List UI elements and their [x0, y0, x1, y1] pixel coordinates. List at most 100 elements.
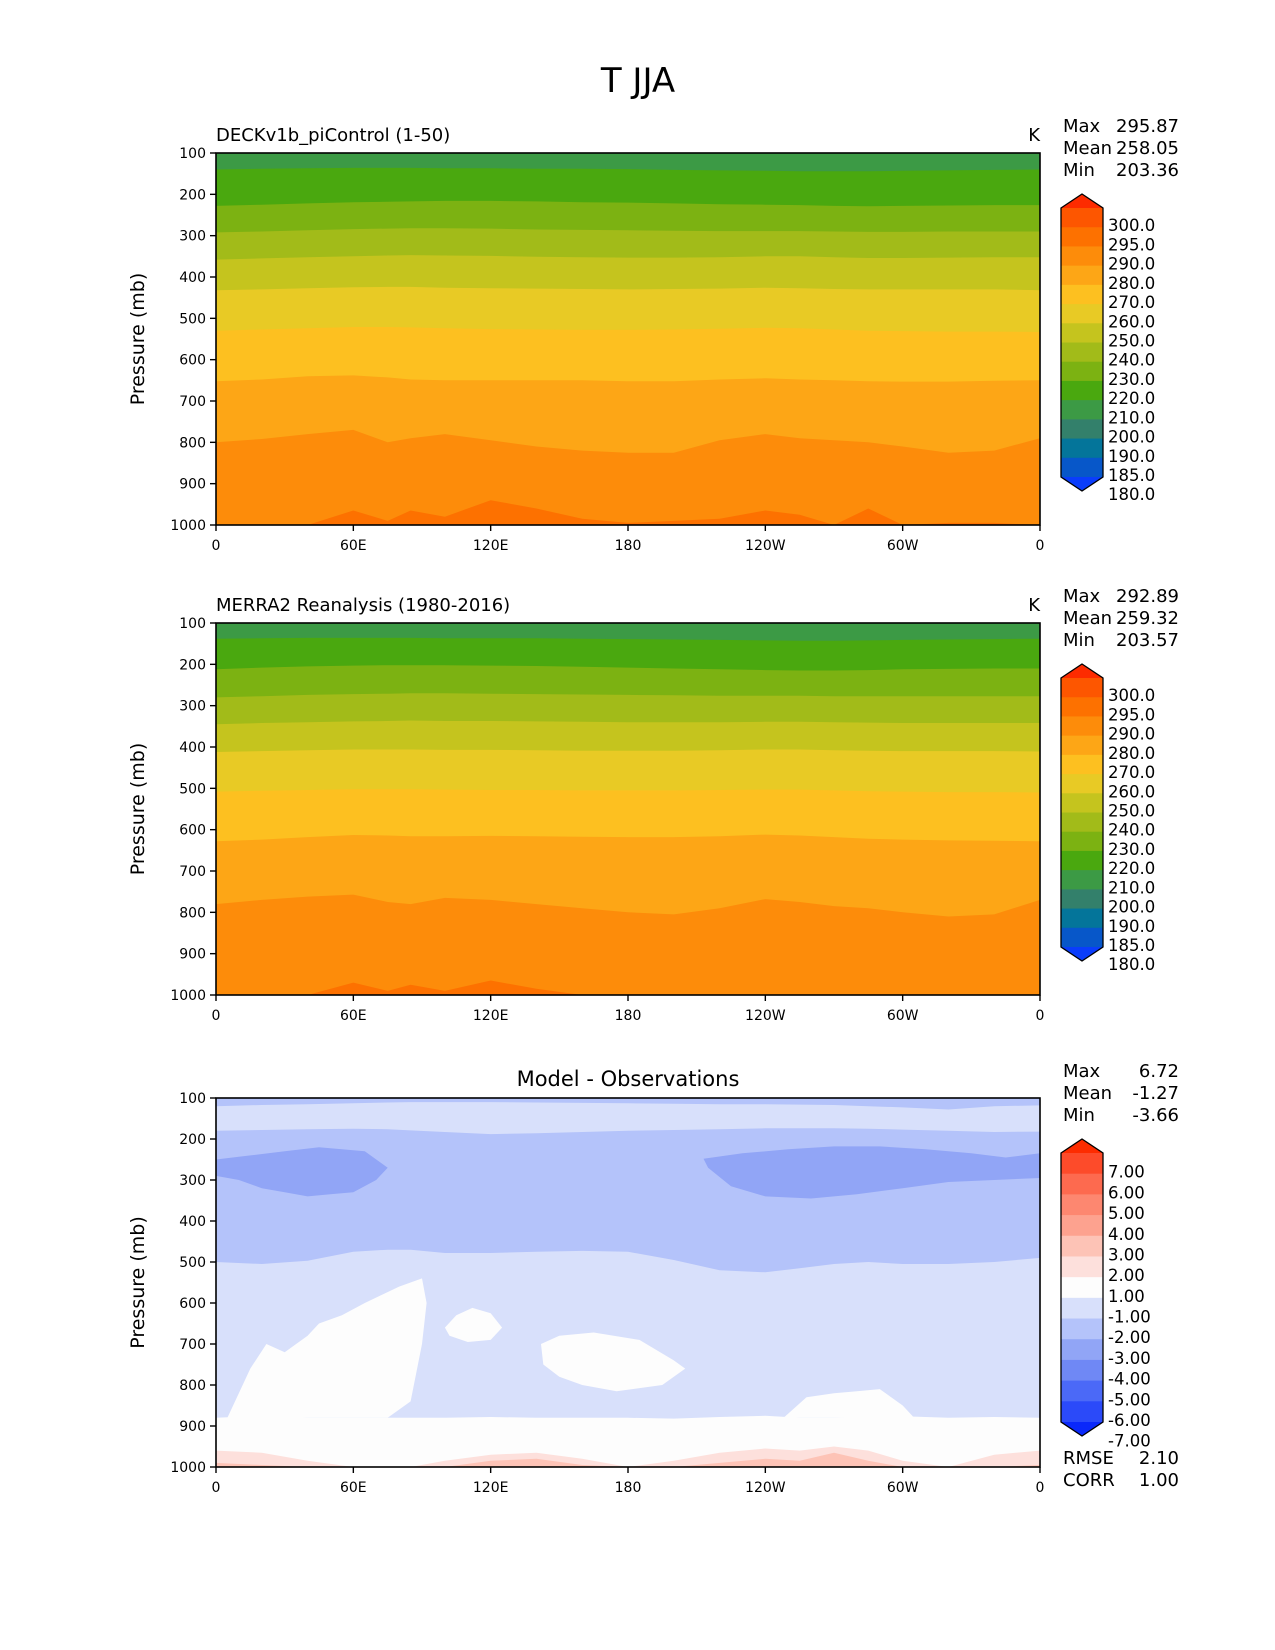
- colorbar-label: 270.0: [1108, 763, 1155, 782]
- colorbar-bin: [1061, 227, 1103, 247]
- colorbar-bin: [1061, 380, 1103, 401]
- colorbar-label: 260.0: [1108, 782, 1155, 801]
- stat-value-mean: 259.32: [1116, 608, 1179, 629]
- x-tick-label: 0: [212, 1480, 221, 1496]
- y-tick-label: 400: [179, 1214, 206, 1230]
- colorbar-outline: [1060, 1138, 1104, 1437]
- colorbar-label: 2.00: [1108, 1266, 1145, 1285]
- colorbar-label: 200.0: [1108, 428, 1155, 447]
- y-tick-label: 900: [179, 947, 206, 963]
- x-tick-label: 120E: [473, 1008, 509, 1024]
- colorbar-label: 180.0: [1108, 955, 1155, 974]
- colorbar-label: -1.00: [1108, 1308, 1151, 1327]
- y-tick-label: 800: [179, 1378, 206, 1394]
- contour-blob: [444, 1307, 503, 1342]
- stat-label-mean: Mean: [1063, 608, 1112, 629]
- stat-label-max: Max: [1063, 1061, 1101, 1082]
- y-tick-label: 200: [179, 1132, 206, 1148]
- contour-band-3: [216, 1452, 1040, 1467]
- colorbar-extend-min: [1061, 947, 1103, 961]
- colorbar-label: 240.0: [1108, 821, 1155, 840]
- y-tick-label: 700: [179, 394, 206, 410]
- colorbar-label: 230.0: [1108, 370, 1155, 389]
- colorbar-label: 200.0: [1108, 898, 1155, 917]
- colorbar-bin: [1061, 870, 1103, 890]
- contour-blob: [216, 1147, 388, 1197]
- colorbar-bin: [1061, 265, 1103, 286]
- y-tick-label: 400: [179, 270, 206, 286]
- colorbar-bin: [1061, 754, 1103, 775]
- colorbar-bin: [1061, 400, 1103, 420]
- colorbar-label: 260.0: [1108, 312, 1155, 331]
- contour-field: [216, 623, 1040, 995]
- colorbar: 300.0295.0290.0280.0270.0260.0250.0240.0…: [1060, 193, 1155, 504]
- y-tick-label: 600: [179, 353, 206, 369]
- contour-band-280: [216, 894, 1040, 995]
- stat-value-mean: -1.27: [1132, 1083, 1179, 1104]
- colorbar-bin: [1061, 774, 1103, 794]
- panel-difference: 100 200 300 400 500 600 700 800 900 1000 0 60E 120E 1…: [127, 1061, 1179, 1496]
- y-tick-label: 1000: [170, 518, 206, 534]
- colorbar-label: 250.0: [1108, 332, 1155, 351]
- x-tick-label: 180: [615, 1480, 642, 1496]
- x-tick-label: 60W: [887, 538, 919, 554]
- y-tick-label: 600: [179, 823, 206, 839]
- panel-units-label: K: [1028, 125, 1041, 146]
- colorbar-bin: [1061, 1297, 1103, 1320]
- colorbar-label: 190.0: [1108, 917, 1155, 936]
- stat-value-max: 6.72: [1139, 1061, 1179, 1082]
- colorbar-bin: [1061, 1339, 1103, 1361]
- y-tick-label: 1000: [170, 1460, 206, 1476]
- colorbar-bin: [1061, 208, 1103, 228]
- contour-band-1: [216, 1415, 1040, 1467]
- stat-label-min: Min: [1063, 1105, 1095, 1126]
- colorbar-bin: [1061, 1215, 1103, 1237]
- y-tick-label: 800: [179, 435, 206, 451]
- x-tick-label: 60W: [887, 1008, 919, 1024]
- colorbar-label: -2.00: [1108, 1328, 1151, 1347]
- y-tick-label: 100: [179, 1091, 206, 1107]
- colorbar-extend-max: [1061, 664, 1103, 678]
- colorbar-bin: [1061, 419, 1103, 440]
- colorbar-label: 190.0: [1108, 447, 1155, 466]
- y-tick-label: 300: [179, 699, 206, 715]
- colorbar-bin: [1061, 1194, 1103, 1216]
- contour-blob: [703, 1146, 1040, 1199]
- colorbar-bin: [1061, 1235, 1103, 1257]
- y-tick-label: 600: [179, 1296, 206, 1312]
- colorbar-bin: [1061, 1359, 1103, 1382]
- panel-observations: 100 200 300 400 500 600 700 800 900 1000 0 60E 120E 1…: [127, 586, 1179, 1024]
- x-tick-label: 120E: [473, 1480, 509, 1496]
- figure-title: T JJA: [600, 61, 675, 101]
- stat-value-min: -3.66: [1132, 1105, 1179, 1126]
- colorbar-label: 185.0: [1108, 936, 1155, 955]
- y-tick-label: 800: [179, 905, 206, 921]
- colorbar-bin: [1061, 735, 1103, 756]
- y-tick-label: 700: [179, 864, 206, 880]
- contour-band-290: [216, 980, 1040, 995]
- stat-value-corr: 1.00: [1139, 1470, 1179, 1491]
- colorbar-bin: [1061, 1277, 1103, 1299]
- panel-model: 100 200 300 400 500 600 700 800 900 1000 0 60E 120E 1…: [127, 116, 1179, 554]
- colorbar: 300.0295.0290.0280.0270.0260.0250.0240.0…: [1060, 663, 1155, 974]
- colorbar-label: 280.0: [1108, 274, 1155, 293]
- y-axis-label: Pressure (mb): [127, 743, 149, 876]
- y-tick-label: 900: [179, 477, 206, 493]
- x-tick-label: 0: [1036, 1480, 1045, 1496]
- colorbar-bin: [1061, 1256, 1103, 1278]
- colorbar-label: -3.00: [1108, 1349, 1151, 1368]
- colorbar-label: 280.0: [1108, 744, 1155, 763]
- x-tick-label: 120W: [745, 1008, 786, 1024]
- colorbar-outline: [1060, 663, 1104, 962]
- y-tick-label: 400: [179, 740, 206, 756]
- colorbar-label: 270.0: [1108, 293, 1155, 312]
- x-tick-label: 60E: [340, 538, 367, 554]
- y-tick-label: 500: [179, 311, 206, 327]
- colorbar-bin: [1061, 908, 1103, 929]
- x-tick-label: 0: [212, 538, 221, 554]
- colorbar-bin: [1061, 246, 1103, 267]
- colorbar-bin: [1061, 850, 1103, 871]
- stat-value-min: 203.36: [1116, 160, 1179, 181]
- stat-value-mean: 258.05: [1116, 138, 1179, 159]
